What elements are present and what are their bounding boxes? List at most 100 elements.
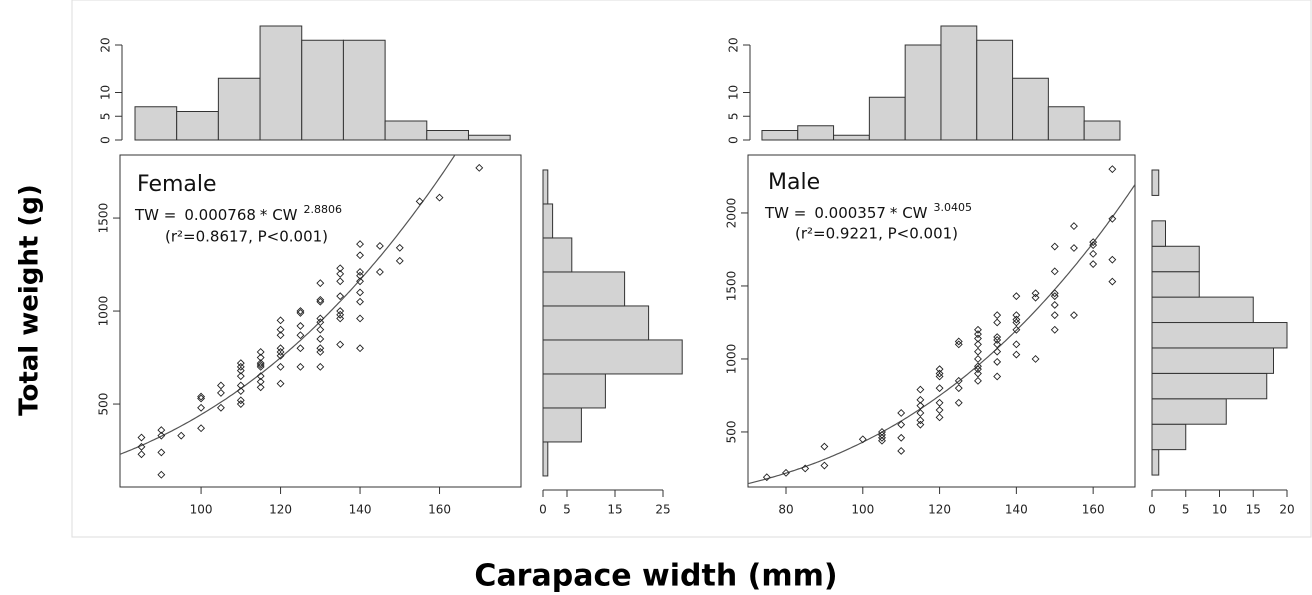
point <box>276 316 285 325</box>
point <box>356 277 364 286</box>
point <box>276 344 285 353</box>
y-tick-label: 20 <box>727 37 741 52</box>
point <box>157 426 166 435</box>
point <box>316 279 325 288</box>
point <box>954 384 963 393</box>
point <box>935 406 944 414</box>
frame <box>71 0 1312 538</box>
histogram-bar <box>976 39 1014 141</box>
panel-title: Female <box>137 172 217 197</box>
point <box>137 450 146 459</box>
histogram-bar <box>542 373 606 409</box>
point <box>375 242 384 250</box>
fit-label: * CW <box>890 204 928 222</box>
fit-exponent: 3.0405 <box>934 201 973 214</box>
x-tick-label: 15 <box>1246 503 1261 517</box>
fit-equation: TW = 0.000768 * CW 2.8806 <box>134 203 342 224</box>
point <box>935 413 944 422</box>
point <box>276 331 285 340</box>
point <box>336 264 345 273</box>
y-tick-label: 1500 <box>725 271 739 302</box>
histogram-bar <box>542 339 683 375</box>
point <box>1050 325 1059 334</box>
point <box>1070 311 1078 320</box>
point <box>296 344 305 353</box>
point <box>296 331 305 340</box>
point <box>993 347 1002 356</box>
x-tick-label: 100 <box>190 503 213 517</box>
plot-box <box>747 154 1136 488</box>
point <box>256 372 265 381</box>
point <box>820 442 829 451</box>
point <box>316 314 325 323</box>
y-tick-label: 5 <box>99 112 113 120</box>
histogram-bar <box>542 407 582 443</box>
fit-equation: TW = 0.000357 * CW 3.0405 <box>764 201 972 222</box>
point <box>395 256 404 265</box>
x-tick-label: 80 <box>778 503 793 517</box>
point <box>316 335 325 343</box>
histogram-bar <box>1151 169 1160 196</box>
point <box>1108 277 1117 286</box>
point <box>356 288 364 297</box>
point <box>1089 241 1098 250</box>
point <box>1050 289 1059 298</box>
point <box>316 318 325 327</box>
point <box>296 362 305 371</box>
point <box>974 330 982 339</box>
point <box>296 307 305 315</box>
point <box>1050 311 1059 320</box>
point <box>336 307 345 315</box>
fit-label: * CW <box>260 206 298 224</box>
point <box>897 433 906 442</box>
histogram-bar <box>176 111 219 141</box>
y-tick-label: 1000 <box>97 296 111 327</box>
fit-stats: (r²=0.8617, P<0.001) <box>165 228 328 246</box>
point <box>256 377 265 386</box>
point <box>878 436 886 445</box>
point <box>336 269 345 278</box>
point <box>276 325 285 334</box>
point <box>916 385 925 394</box>
point <box>1050 301 1059 309</box>
x-axis-label: Carapace width (mm) <box>474 559 837 594</box>
point <box>974 340 982 349</box>
point <box>236 396 245 405</box>
histogram-bar <box>1047 106 1085 141</box>
point <box>993 318 1002 327</box>
point <box>236 359 245 368</box>
histogram-bar <box>426 130 469 141</box>
histogram-bar <box>542 305 650 341</box>
histogram-bar <box>1151 347 1274 374</box>
point <box>878 433 886 442</box>
histogram-bar <box>1151 372 1268 400</box>
point <box>475 163 484 172</box>
x-tick-label: 160 <box>428 503 451 517</box>
point <box>974 334 982 343</box>
point <box>935 398 944 407</box>
y-tick-label: 0 <box>727 136 741 144</box>
point <box>197 424 206 433</box>
point <box>993 333 1002 341</box>
point <box>356 271 364 280</box>
point <box>256 383 265 392</box>
point <box>157 448 166 457</box>
point <box>954 340 963 349</box>
point <box>1050 267 1059 276</box>
point <box>356 344 364 353</box>
x-tick-label: 20 <box>1279 503 1294 517</box>
point <box>1070 244 1078 252</box>
point <box>974 369 982 378</box>
point <box>296 321 305 330</box>
histogram-bar <box>384 120 428 141</box>
point <box>137 433 146 442</box>
point <box>276 362 285 371</box>
fit-curve <box>748 184 1135 485</box>
point <box>1089 260 1098 268</box>
y-tick-label: 10 <box>727 85 741 100</box>
point <box>1031 289 1040 298</box>
point <box>878 430 886 439</box>
point <box>1031 355 1040 363</box>
histogram-bar <box>301 39 344 141</box>
point <box>415 197 424 206</box>
